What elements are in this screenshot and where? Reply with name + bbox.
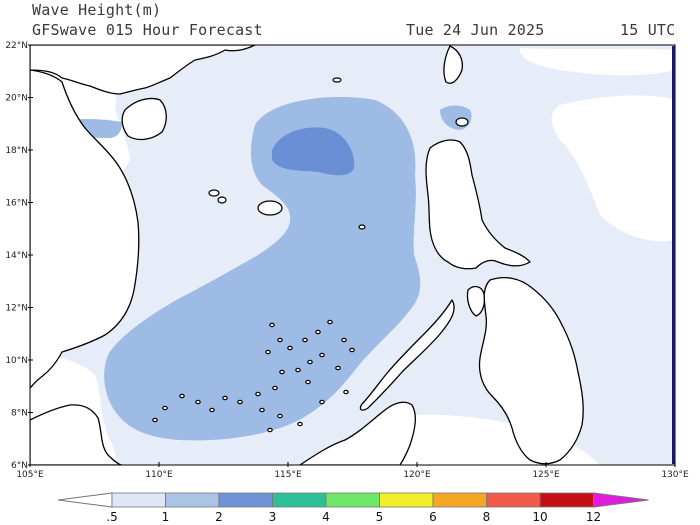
luzon-island [425,139,531,270]
colorbar-label: 3 [269,510,277,524]
colorbar-label: 8 [483,510,491,524]
forecast-date: Tue 24 Jun 2025 [406,21,545,39]
lon-label: 130°E [661,470,689,480]
reef-islet [279,369,285,375]
medium-wave-area [104,97,421,441]
dark-wave-area [272,127,355,176]
colorbar-left-arrow [57,492,113,508]
colorbar-label: 5 [376,510,384,524]
colorbar-segment [539,492,594,508]
reef-islet [195,399,201,405]
latitude-labels: 22°N 20°N 18°N 16°N 14°N 12°N 10°N 8°N 6°N [5,41,33,471]
colorbar-segment [325,492,380,508]
reef-islet [349,347,355,353]
colorbar-label: 10 [532,510,547,524]
lat-label: 6°N [11,461,28,471]
mindoro-island [466,285,486,317]
reef-islet [287,345,293,351]
reef-islet [267,427,273,433]
reef-islet [335,365,341,371]
lon-label: 125°E [532,470,560,480]
reef-islet [179,393,185,399]
calm-patch-northeast [519,48,675,76]
colorbar-segment [486,492,541,508]
lat-label: 12°N [5,304,28,314]
reef-islet [305,379,311,385]
calm-patch-east [551,95,675,242]
colorbar-label: 6 [429,510,437,524]
reef-islet [237,399,243,405]
lon-label: 110°E [145,470,173,480]
island-paracel-3 [217,196,227,204]
reef-islet [265,349,271,355]
taiwan-island [443,45,464,84]
island-luzon-strait [455,117,469,127]
reef-islet [319,399,325,405]
colorbar-label: 4 [322,510,330,524]
reef-islet [297,421,303,427]
colorbar-segment [218,492,273,508]
island-paracel-2 [208,189,220,197]
island-north-1 [332,77,342,83]
lat-label: 14°N [5,251,28,261]
right-edge-band [672,46,675,464]
colorbar-segment [432,492,487,508]
reef-islet [307,359,313,365]
indochina-coast [30,69,140,389]
colorbar-label: 1 [162,510,170,524]
colorbar-segment [272,492,327,508]
palawan-island [359,299,455,411]
gulf-thailand-coast [30,404,123,465]
hainan-island [121,97,167,141]
reef-islet [341,337,347,343]
reef-islet [319,352,325,358]
visayas-mindanao [478,277,584,465]
reef-islet [277,413,283,419]
forecast-time: 15 UTC [620,21,676,39]
small-islands [208,77,469,230]
reef-islet [259,407,265,413]
island-central-1 [358,224,366,230]
china-coast [30,45,256,95]
lat-label: 10°N [5,356,28,366]
lon-label: 120°E [403,470,431,480]
reef-islet [315,329,321,335]
colorbar-label: 12 [586,510,601,524]
lat-label: 22°N [5,41,28,51]
chart-title: Wave Height(m) [32,1,162,19]
reef-islet [295,367,301,373]
land-masses [30,45,584,465]
colorbar-segment [165,492,220,508]
reef-islet [162,405,168,411]
reef-islet [272,385,278,391]
longitude-labels: 105°E 110°E 115°E 120°E 125°E 130°E [16,462,689,480]
model-forecast-label: GFSwave 015 Hour Forecast [32,21,263,39]
lat-label: 18°N [5,146,28,156]
reef-islet [277,337,283,343]
colorbar-segment [379,492,434,508]
colorbar-right-arrow [593,492,649,508]
lon-label: 115°E [274,470,302,480]
lat-label: 8°N [11,409,28,419]
reef-islet [222,395,228,401]
reef-islet [327,319,333,325]
borneo-coast [299,401,416,465]
reef-islet [152,417,158,423]
map-area [30,45,675,465]
lat-label: 20°N [5,94,28,104]
lon-label: 105°E [16,470,44,480]
reef-islet [255,391,261,397]
colorbar-segment [111,492,166,508]
island-paracel-1 [257,200,283,216]
colorbar-label: .5 [106,510,117,524]
reef-islet [209,407,215,413]
spratly-islands [152,319,355,433]
reef-islet [302,337,308,343]
reef-islet [269,322,275,328]
colorbar: .5 1 2 3 4 5 6 8 10 12 [57,492,649,524]
lat-label: 16°N [5,199,28,209]
reef-islet [343,389,349,395]
colorbar-label: 2 [215,510,223,524]
